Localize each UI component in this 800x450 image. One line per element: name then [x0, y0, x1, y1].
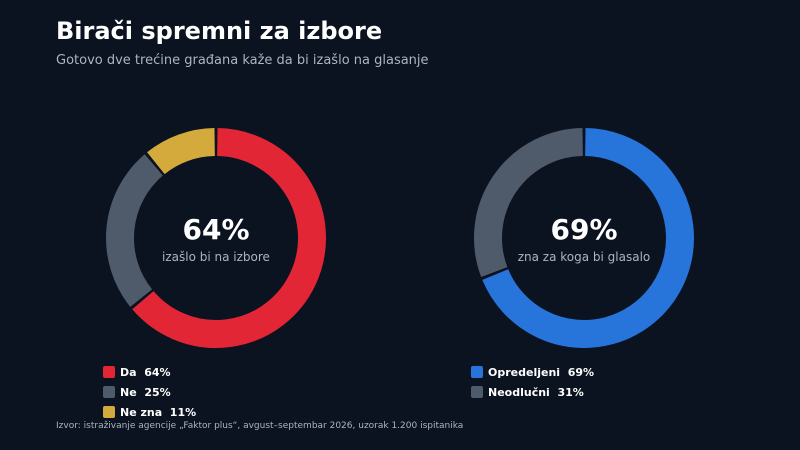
- chart-title: Birači spremni za izbore: [56, 17, 383, 45]
- legend-decided: Opredeljeni 69% Neodlučni 31%: [471, 362, 594, 402]
- chart-subtitle: Gotovo dve trećine građana kaže da bi iz…: [56, 53, 429, 68]
- legend-swatch: [103, 366, 115, 378]
- center-label: izašlo bi na izbore: [162, 250, 270, 264]
- donut-segment-opredeljeni: [482, 128, 694, 348]
- center-label: zna za koga bi glasalo: [518, 250, 651, 264]
- legend-item-neodlucni: Neodlučni 31%: [471, 382, 594, 402]
- donut-segment-ne: [106, 154, 164, 307]
- legend-label: Da 64%: [120, 365, 171, 379]
- donut-segment-neodlučni: [474, 128, 584, 278]
- legend-label: Neodlučni 31%: [488, 385, 584, 399]
- donut-chart-decided: 69% zna za koga bi glasalo: [474, 128, 694, 348]
- legend-label: Ne 25%: [120, 385, 171, 399]
- legend-label: Ne zna 11%: [120, 405, 197, 419]
- legend-label: Opredeljeni 69%: [488, 365, 595, 379]
- legend-item-opredeljeni: Opredeljeni 69%: [471, 362, 594, 382]
- center-value: 64%: [182, 213, 249, 246]
- legend-swatch: [103, 386, 115, 398]
- legend-turnout: Da 64% Ne 25% Ne zna 11%: [103, 362, 196, 422]
- legend-item-ne: Ne 25%: [103, 382, 196, 402]
- legend-swatch: [471, 366, 483, 378]
- legend-swatch: [103, 406, 115, 418]
- donut-segment-ne-zna: [147, 128, 216, 175]
- legend-item-da: Da 64%: [103, 362, 196, 382]
- donut-chart-turnout: 64% izašlo bi na izbore: [106, 128, 326, 348]
- source-note: Izvor: istraživanje agencije „Faktor plu…: [56, 421, 464, 431]
- legend-item-ne-zna: Ne zna 11%: [103, 402, 196, 422]
- donut-segment-da: [132, 128, 326, 348]
- center-value: 69%: [550, 213, 617, 246]
- legend-swatch: [471, 386, 483, 398]
